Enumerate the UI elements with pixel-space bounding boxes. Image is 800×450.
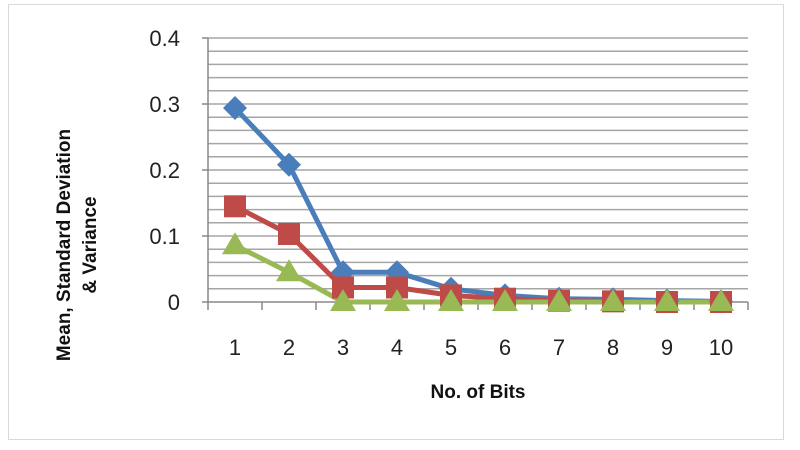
series-line-2 xyxy=(233,204,721,305)
diamond-marker xyxy=(223,95,247,120)
triangle-marker xyxy=(546,289,572,311)
triangle-marker xyxy=(222,232,248,255)
y-tick-label: 0.4 xyxy=(149,26,180,51)
x-tick-label: 6 xyxy=(499,335,511,360)
y-tick-label: 0.3 xyxy=(149,92,180,117)
series-group xyxy=(222,95,734,314)
series-line-1 xyxy=(233,106,722,304)
y-tick-label: 0.1 xyxy=(149,224,180,249)
x-tick-label: 9 xyxy=(661,335,673,360)
diamond-marker xyxy=(277,152,301,177)
tick-labels: 0 0.1 0.2 0.3 0.4 1 2 3 4 5 6 7 8 9 10 xyxy=(149,26,733,360)
y-tick-label: 0 xyxy=(168,290,180,315)
x-tick-label: 1 xyxy=(229,335,241,360)
x-tick-label: 8 xyxy=(607,335,619,360)
triangle-marker xyxy=(330,289,356,311)
x-tick-label: 5 xyxy=(445,335,457,360)
x-tick-label: 3 xyxy=(337,335,349,360)
triangle-marker xyxy=(384,289,410,311)
series-line-3 xyxy=(233,243,721,305)
y-axis-label-line-1: Mean, Standard Deviation xyxy=(54,129,75,361)
triangle-marker xyxy=(438,289,464,311)
x-axis-label: No. of Bits xyxy=(431,382,526,403)
chart-frame xyxy=(8,4,784,440)
y-axis-label-line-2: & Variance xyxy=(80,196,101,293)
triangle-marker xyxy=(654,289,680,311)
triangle-marker xyxy=(708,289,734,311)
x-tick-label: 2 xyxy=(283,335,295,360)
square-marker xyxy=(278,223,300,246)
x-tick-label: 7 xyxy=(553,335,565,360)
triangle-marker xyxy=(600,289,626,311)
square-marker xyxy=(386,276,408,299)
x-tick-label: 4 xyxy=(391,335,403,360)
square-marker xyxy=(224,195,246,218)
square-marker xyxy=(332,276,354,299)
triangle-marker xyxy=(492,289,518,311)
triangle-marker xyxy=(276,259,302,282)
gridlines xyxy=(208,37,748,290)
x-tick-label: 10 xyxy=(709,335,733,360)
y-tick-label: 0.2 xyxy=(149,158,180,183)
